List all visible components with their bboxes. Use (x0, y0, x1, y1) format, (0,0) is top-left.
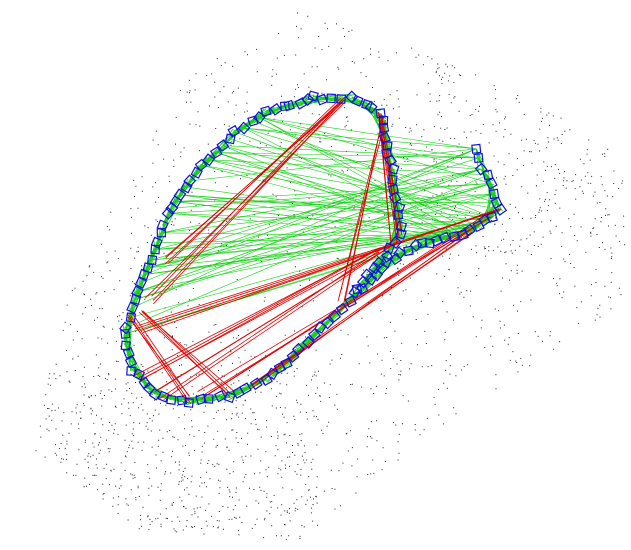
point-cloud-view (0, 0, 631, 550)
page: (() => { const NS = 'http://www.w3.org/2… (0, 0, 631, 550)
background (0, 0, 631, 550)
